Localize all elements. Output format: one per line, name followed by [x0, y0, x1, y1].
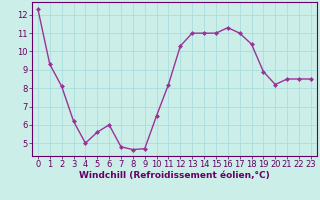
- X-axis label: Windchill (Refroidissement éolien,°C): Windchill (Refroidissement éolien,°C): [79, 171, 270, 180]
